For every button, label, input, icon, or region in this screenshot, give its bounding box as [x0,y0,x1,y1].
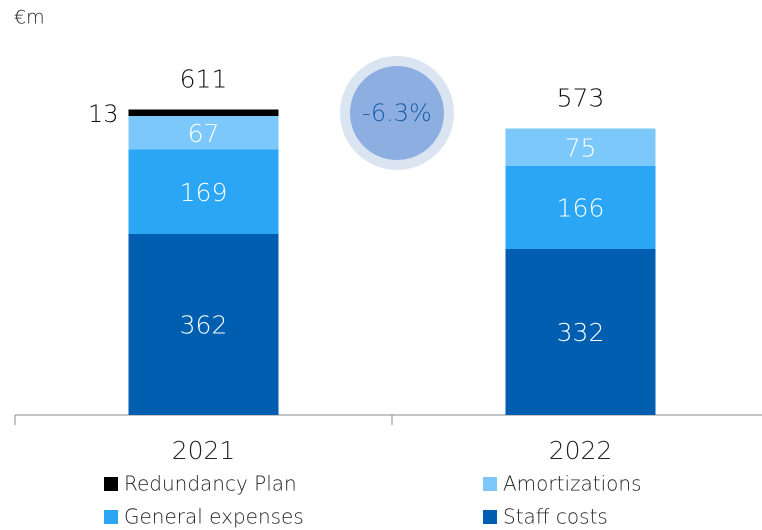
data-label: 67 [188,119,220,148]
data-label: 166 [557,194,605,223]
bar-segment [128,109,279,116]
data-label: 169 [180,178,228,207]
data-label: 13 [88,100,119,128]
data-label: 75 [565,133,597,162]
legend-label: Redundancy Plan [124,472,297,496]
x-tick-label: 2022 [549,436,613,465]
x-tick-label: 2021 [172,436,236,465]
bar-segment [505,128,656,166]
legend-swatch [483,510,497,524]
bar-segment [505,166,656,249]
legend-label: Staff costs [503,505,608,529]
unit-label: €m [14,7,45,29]
bar-segment [128,234,279,415]
legend-label: General expenses [124,505,304,529]
legend-label: Amortizations [503,472,642,496]
bar-segment [505,249,656,415]
legend-swatch [104,477,118,491]
data-label: 362 [180,311,228,340]
data-label: 332 [557,318,605,347]
annotation: -6.3% [362,99,432,127]
annotation-circle [350,66,444,160]
total-label: 611 [180,65,228,94]
legend-swatch [483,477,497,491]
bar-segment [128,116,279,150]
bar-segment [128,149,279,234]
legend-swatch [104,510,118,524]
total-label: 573 [557,84,605,113]
